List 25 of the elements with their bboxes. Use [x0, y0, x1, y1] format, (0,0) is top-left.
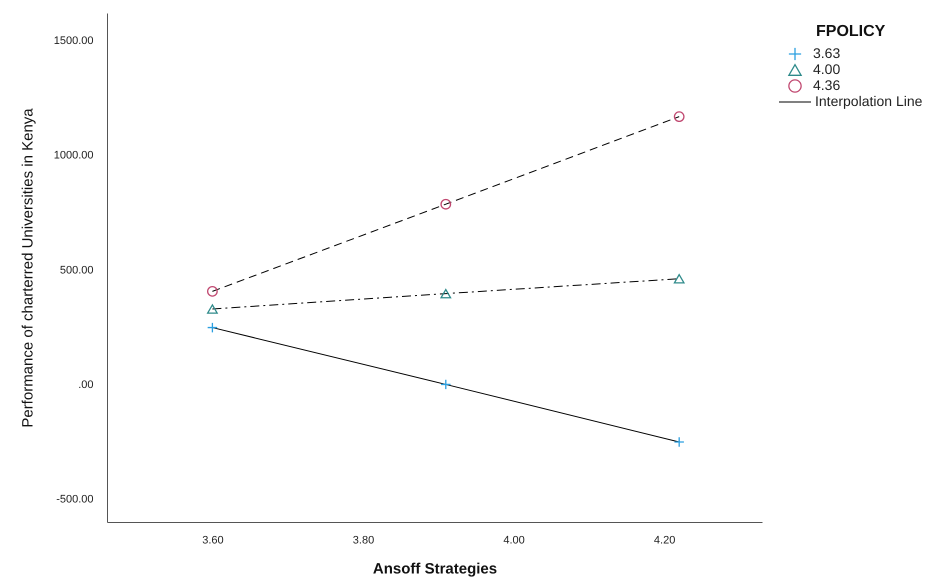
point	[207, 286, 218, 297]
point	[674, 436, 685, 448]
y-tick-label: -500.00	[56, 494, 94, 506]
legend-label: 3.63	[813, 45, 840, 61]
x-tick-label: 4.20	[654, 534, 676, 546]
x-tick-label: 3.60	[202, 534, 224, 546]
y-tick-label: 500.00	[60, 264, 94, 276]
y-tick-label: 1500.00	[54, 35, 94, 48]
point	[440, 379, 452, 390]
y-axis-title: Performance of charterred Universities in Kenya	[20, 108, 37, 428]
point	[674, 274, 685, 284]
legend-label: 4.00	[813, 61, 840, 77]
y-tick-label: .00	[78, 378, 94, 391]
point	[207, 304, 218, 314]
x-axis-title: Ansoff Strategies	[372, 560, 498, 578]
point	[440, 288, 452, 298]
x-tick-label: 4.00	[503, 534, 525, 546]
point	[207, 322, 218, 333]
point	[440, 198, 452, 210]
y-tick-label: 1000.00	[54, 150, 94, 162]
legend-label: 4.36	[813, 77, 840, 93]
point	[674, 111, 685, 122]
x-tick-label: 3.80	[352, 534, 374, 546]
legend-title: FPOLICY	[816, 23, 886, 40]
text: Interpolation Line	[815, 93, 923, 109]
